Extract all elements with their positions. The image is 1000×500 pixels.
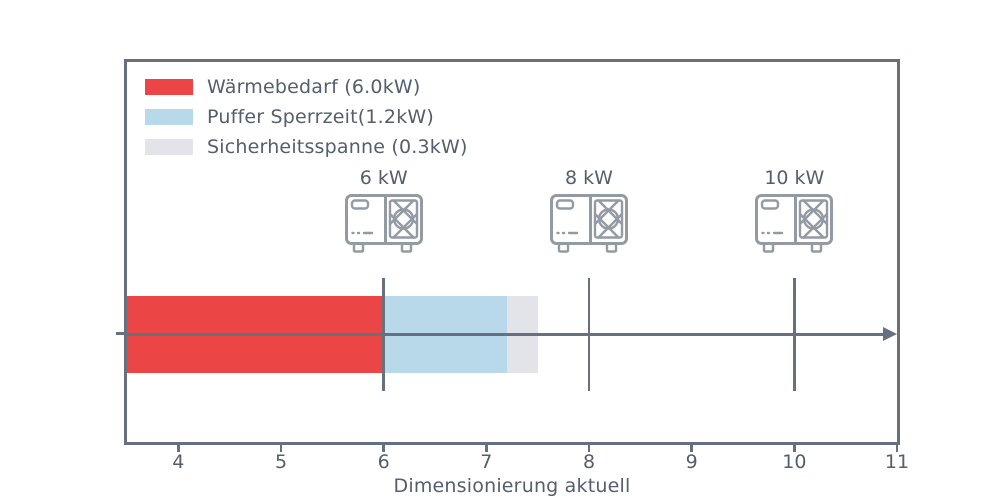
x-tick-mark-4: [177, 445, 180, 452]
legend-item-puffer-sperrzeit: Puffer Sperrzeit(1.2kW): [145, 105, 468, 128]
x-tick-label-11: 11: [884, 451, 910, 473]
x-tick-mark-10: [793, 445, 796, 452]
heat-pump-fan-frame: [593, 199, 624, 239]
x-axis-label: Dimensionierung aktuell: [393, 475, 631, 497]
x-tick-mark-7: [485, 445, 488, 452]
x-tick-label-6: 6: [377, 451, 390, 473]
x-tick-label-4: 4: [172, 451, 185, 473]
x-tick-mark-6: [382, 445, 385, 452]
heat-pump-fan-frame: [388, 199, 418, 239]
heat-pump-icon: [344, 194, 423, 253]
x-tick-label-10: 10: [782, 451, 807, 473]
heat-pump-body: [550, 194, 628, 245]
marker-6-kw: 6 kW: [344, 166, 423, 254]
legend-label-puffer-sperrzeit: Puffer Sperrzeit(1.2kW): [207, 105, 435, 128]
heat-pump-body: [344, 194, 423, 245]
x-axis-arrow-line: [127, 333, 885, 336]
plot-inner: Wärmebedarf (6.0kW) Puffer Sperrzeit(1.2…: [127, 62, 897, 442]
marker-label-6-kw: 6 kW: [359, 167, 408, 189]
x-tick-label-8: 8: [582, 451, 596, 473]
heat-pump-vent: [555, 199, 575, 210]
heat-pump-fan-circle: [803, 208, 825, 230]
heat-pump-vent: [761, 199, 780, 210]
x-tick-label-9: 9: [685, 451, 698, 473]
legend-swatch-waermebedarf: [145, 78, 193, 95]
x-tick-mark-5: [279, 445, 283, 452]
legend-swatch-puffer-sperrzeit: [145, 108, 193, 125]
x-tick-mark-11: [895, 445, 899, 452]
x-tick-label-7: 7: [480, 451, 493, 473]
legend: Wärmebedarf (6.0kW) Puffer Sperrzeit(1.2…: [145, 75, 468, 168]
legend-swatch-sicherheitsspanne: [145, 138, 193, 155]
marker-8-kw: 8 kW: [550, 166, 628, 254]
legend-label-sicherheitsspanne: Sicherheitsspanne (0.3kW): [207, 135, 468, 158]
heat-pump-icon: [755, 194, 834, 253]
x-tick-label-5: 5: [274, 451, 288, 473]
heat-pump-fan-frame: [799, 199, 829, 239]
x-axis-arrow-head-icon: [883, 327, 897, 341]
heat-pump-vent: [350, 199, 369, 210]
legend-item-waermebedarf: Wärmebedarf (6.0kW): [145, 75, 468, 98]
marker-label-8-kw: 8 kW: [565, 167, 613, 189]
heat-pump-icon: [550, 194, 628, 253]
heat-pump-fan-circle: [392, 208, 414, 230]
plot-area: Wärmebedarf (6.0kW) Puffer Sperrzeit(1.2…: [124, 59, 900, 445]
marker-label-10-kw: 10 kW: [764, 167, 825, 189]
legend-label-waermebedarf: Wärmebedarf (6.0kW): [207, 75, 421, 98]
y-tick-mark: [116, 332, 125, 335]
heat-pump-body: [755, 194, 834, 245]
x-tick-mark-9: [690, 445, 693, 452]
legend-item-sicherheitsspanne: Sicherheitsspanne (0.3kW): [145, 135, 468, 158]
x-tick-mark-8: [587, 445, 591, 452]
heat-pump-fan-circle: [597, 208, 620, 230]
marker-10-kw: 10 kW: [755, 166, 834, 254]
